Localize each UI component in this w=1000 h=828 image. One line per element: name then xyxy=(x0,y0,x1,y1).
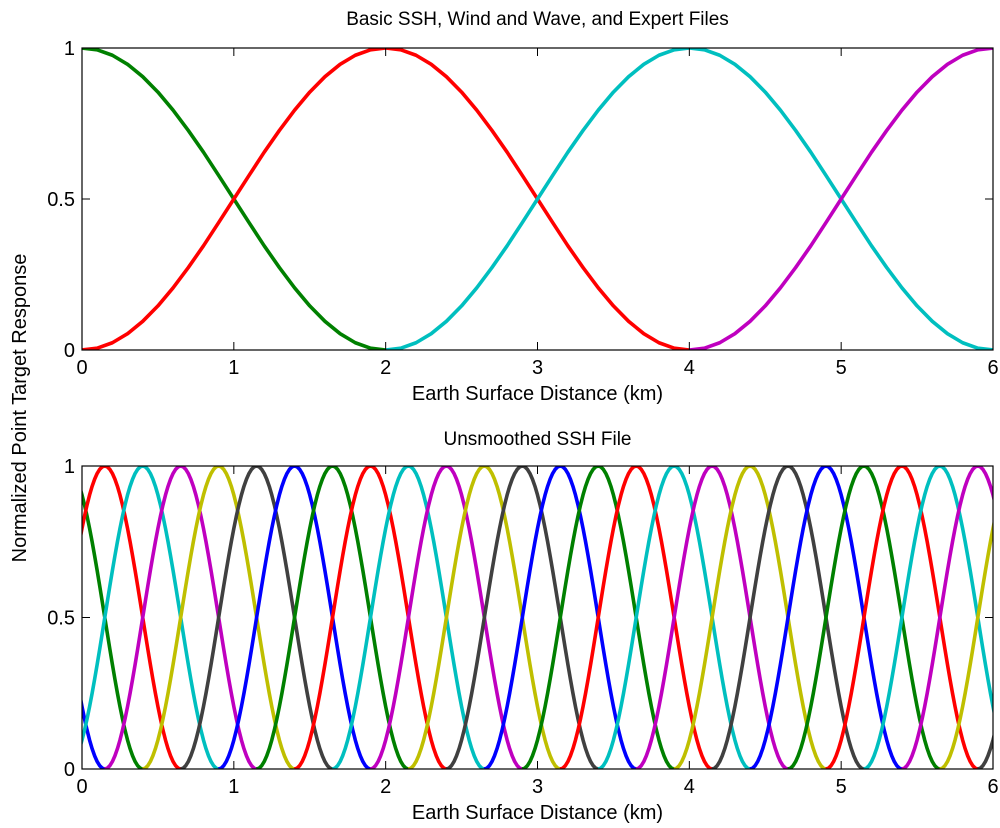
bottom-series-line-14 xyxy=(483,466,637,769)
bottom-series-line-24 xyxy=(863,466,993,769)
bottom-series-line-6 xyxy=(180,466,334,769)
top-plot-title: Basic SSH, Wind and Wave, and Expert Fil… xyxy=(346,9,729,30)
bottom-series-line-8 xyxy=(256,466,410,769)
bottom-xtick-2: 2 xyxy=(380,776,391,798)
bottom-xtick-3: 3 xyxy=(532,776,543,798)
top-series-line-1 xyxy=(82,48,690,350)
top-xtick-4: 4 xyxy=(684,357,695,379)
bottom-xtick-0: 0 xyxy=(76,776,87,798)
top-xtick-0: 0 xyxy=(76,357,87,379)
top-plot: Basic SSH, Wind and Wave, and Expert Fil… xyxy=(47,9,998,405)
bottom-ytick-1: 1 xyxy=(64,456,75,478)
y-axis-label: Normalized Point Target Response xyxy=(9,254,31,563)
top-xtick-5: 5 xyxy=(836,357,847,379)
bottom-series-line-19 xyxy=(673,466,827,769)
top-series-group xyxy=(82,48,993,350)
bottom-plot-title: Unsmoothed SSH File xyxy=(444,429,632,450)
bottom-series-line-21 xyxy=(749,466,903,769)
bottom-xtick-4: 4 xyxy=(684,776,695,798)
top-ytick-0.5: 0.5 xyxy=(47,189,75,211)
top-tick-marks xyxy=(81,47,994,351)
bottom-series-line-16 xyxy=(559,466,713,769)
bottom-series-line-13 xyxy=(445,466,599,769)
bottom-series-line-3 xyxy=(82,466,220,769)
top-xtick-3: 3 xyxy=(532,357,543,379)
bottom-series-line-12 xyxy=(407,466,561,769)
bottom-series-line-1 xyxy=(82,488,144,769)
bottom-series-line-18 xyxy=(635,466,789,769)
bottom-tick-marks xyxy=(81,465,994,770)
bottom-series-line-5 xyxy=(142,466,296,769)
top-x-axis-label: Earth Surface Distance (km) xyxy=(412,383,663,405)
bottom-series-line-2 xyxy=(82,466,182,769)
bottom-series-line-4 xyxy=(104,466,258,769)
top-xtick-6: 6 xyxy=(987,357,998,379)
bottom-series-line-20 xyxy=(711,466,865,769)
bottom-ytick-0.5: 0.5 xyxy=(47,608,75,630)
top-xtick-2: 2 xyxy=(380,357,391,379)
bottom-series-group xyxy=(82,466,993,769)
top-series-line-3 xyxy=(689,48,993,350)
bottom-xtick-5: 5 xyxy=(836,776,847,798)
bottom-xtick-1: 1 xyxy=(228,776,239,798)
bottom-xtick-6: 6 xyxy=(987,776,998,798)
top-ytick-1: 1 xyxy=(64,38,75,60)
top-series-line-2 xyxy=(385,48,993,350)
bottom-series-line-22 xyxy=(787,466,941,769)
bottom-ytick-0: 0 xyxy=(64,759,75,781)
bottom-series-line-10 xyxy=(331,466,485,769)
top-ytick-0: 0 xyxy=(64,340,75,362)
top-xtick-1: 1 xyxy=(228,357,239,379)
bottom-plot: Unsmoothed SSH File 0 0.5 1 0 1 2 3 4 5 … xyxy=(47,429,998,824)
bottom-series-line-15 xyxy=(521,466,675,769)
bottom-x-axis-label: Earth Surface Distance (km) xyxy=(412,802,663,824)
bottom-series-line-9 xyxy=(294,466,447,769)
bottom-series-line-25 xyxy=(901,466,993,769)
bottom-series-line-26 xyxy=(939,519,993,769)
bottom-series-line-17 xyxy=(597,466,751,769)
bottom-series-line-23 xyxy=(825,466,979,769)
bottom-series-line-7 xyxy=(218,466,372,769)
bottom-series-line-11 xyxy=(369,466,523,769)
